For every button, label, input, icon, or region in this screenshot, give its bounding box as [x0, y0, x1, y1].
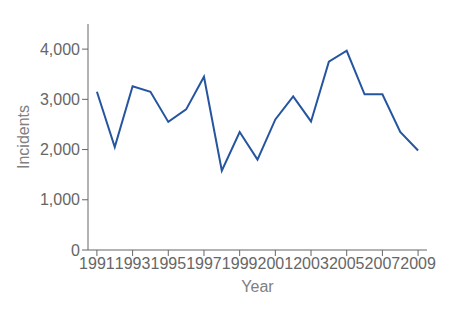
svg-text:2009: 2009	[400, 255, 436, 272]
svg-text:2,000: 2,000	[40, 141, 80, 158]
svg-text:1993: 1993	[115, 255, 151, 272]
svg-text:1999: 1999	[222, 255, 258, 272]
svg-text:3,000: 3,000	[40, 91, 80, 108]
svg-text:2007: 2007	[365, 255, 401, 272]
svg-text:4,000: 4,000	[40, 41, 80, 58]
svg-text:2003: 2003	[293, 255, 329, 272]
svg-text:2001: 2001	[258, 255, 294, 272]
svg-text:1991: 1991	[79, 255, 115, 272]
svg-text:1997: 1997	[186, 255, 222, 272]
svg-text:Incidents: Incidents	[15, 105, 32, 169]
svg-text:Year: Year	[241, 278, 274, 295]
svg-text:0: 0	[71, 242, 80, 259]
svg-text:2005: 2005	[329, 255, 365, 272]
svg-text:1995: 1995	[150, 255, 186, 272]
svg-text:1,000: 1,000	[40, 191, 80, 208]
